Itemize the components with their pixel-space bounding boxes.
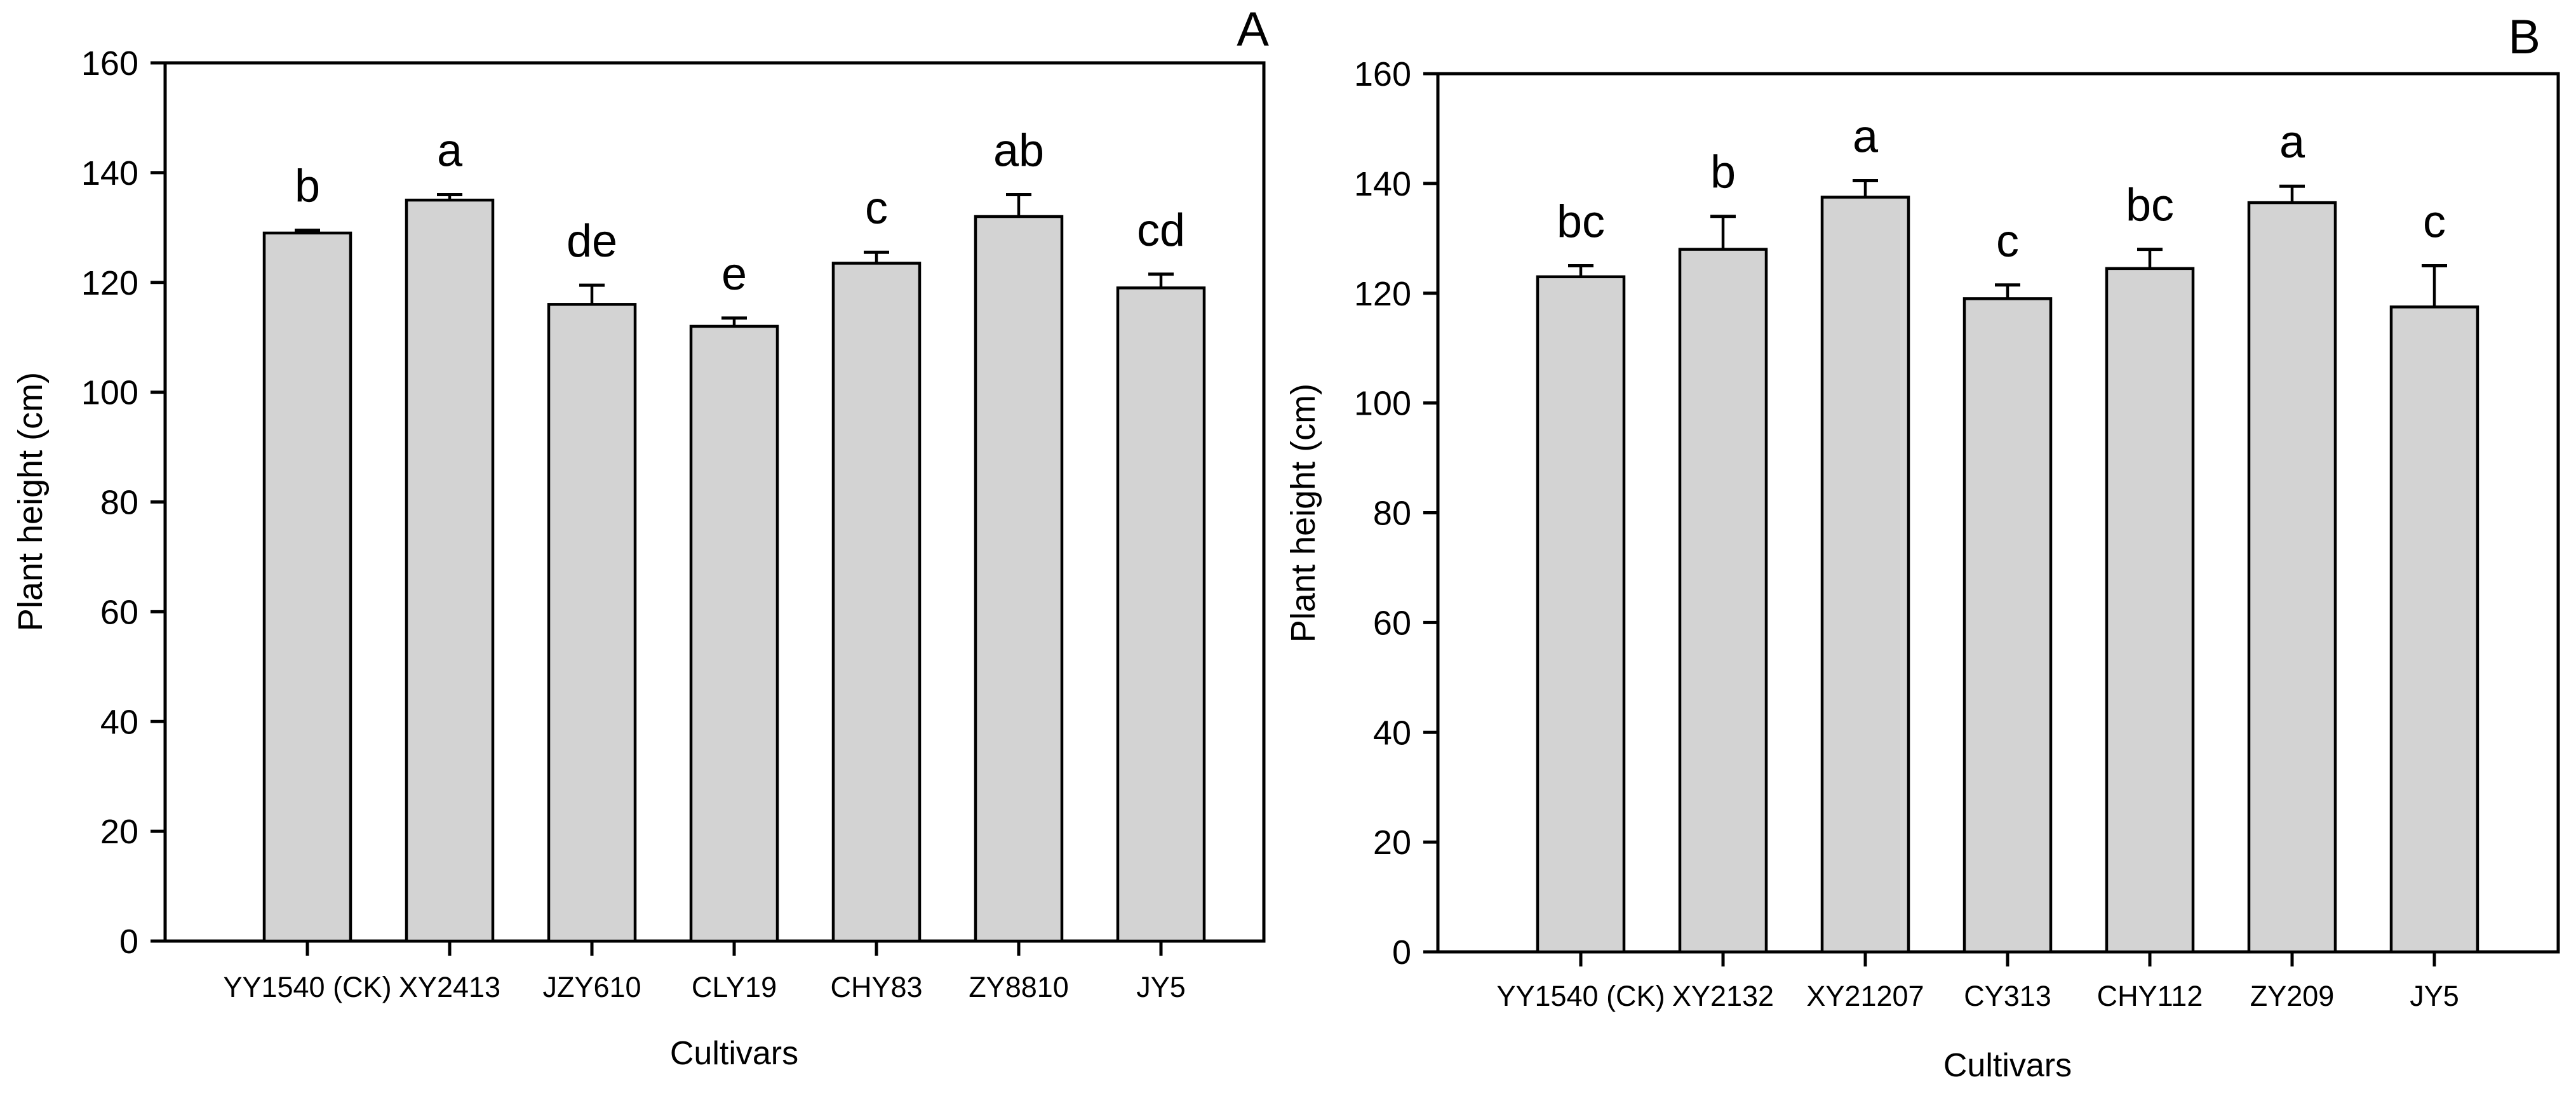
sig-letter: bc (1557, 197, 1605, 248)
y-axis-tick-label: 40 (100, 703, 138, 741)
y-axis-tick-label: 100 (1354, 385, 1411, 423)
sig-letter: a (2279, 117, 2305, 168)
bar (2105, 267, 2195, 954)
bar (1116, 286, 1206, 943)
y-axis-tick-label: 100 (81, 374, 138, 412)
sig-letter: b (295, 161, 320, 212)
x-axis-tick-label: CY313 (1964, 980, 2051, 1012)
sig-letter: c (1996, 216, 2019, 267)
y-axis-tick-label: 0 (119, 923, 138, 961)
y-axis-tick-label: 120 (81, 264, 138, 302)
bar (1678, 248, 1768, 954)
x-axis-tick-label: XY2132 (1672, 980, 1774, 1012)
y-axis-title: Plant height (cm) (11, 372, 50, 631)
x-axis-tick-label: YY1540 (CK) (1496, 980, 1665, 1012)
y-axis-tick-label: 140 (1354, 165, 1411, 203)
y-axis-tick-label: 40 (1373, 714, 1411, 752)
x-axis-tick-label: JY5 (1136, 971, 1186, 1003)
sig-letter: e (721, 249, 747, 300)
y-axis-tick-label: 80 (1373, 495, 1411, 533)
sig-letter: c (865, 183, 888, 234)
bar (2247, 201, 2337, 954)
panel-label: A (1237, 3, 1269, 57)
sig-letter: ab (993, 125, 1044, 176)
y-axis-title: Plant height (cm) (1288, 384, 1322, 643)
bar (262, 231, 352, 943)
sig-letter: a (1853, 112, 1879, 163)
x-axis-tick-label: CHY83 (830, 971, 922, 1003)
bar (689, 324, 779, 943)
bar (547, 303, 637, 943)
bar (831, 262, 922, 943)
x-axis-tick-label: CLY19 (692, 971, 777, 1003)
panel-label: B (2508, 10, 2540, 64)
bar (974, 215, 1064, 943)
bar-chart-panel-b: 0 20 40 60 80 100 120 140 160 bc YY1540 (CK) b XY213… (1284, 10, 2560, 1084)
y-axis-tick-label: 60 (100, 593, 138, 631)
sig-letter: a (437, 125, 463, 176)
bar (405, 198, 495, 943)
sig-letter: de (567, 216, 617, 267)
x-axis-tick-label: YY1540 (CK) (223, 971, 391, 1003)
y-axis-tick-label: 20 (1373, 824, 1411, 862)
x-axis-tick-label: JY5 (2410, 980, 2459, 1012)
bar (1536, 275, 1626, 954)
x-axis-tick-label: ZY8810 (969, 971, 1069, 1003)
x-axis-title: Cultivars (1943, 1047, 2072, 1084)
sig-letter: cd (1137, 205, 1185, 256)
panel-a: 0 20 40 60 80 100 120 140 160 b YY1540 (CK) a XY2413… (0, 0, 1288, 1100)
x-axis-tick-label: ZY209 (2250, 980, 2335, 1012)
x-axis-tick-label: JZY610 (542, 971, 641, 1003)
sig-letter: c (2423, 197, 2446, 248)
bar (1820, 196, 1910, 954)
x-axis-tick-label: XY21207 (1806, 980, 1924, 1012)
bar-chart-panel-a: 0 20 40 60 80 100 120 140 160 b YY1540 (CK) a XY2413… (11, 3, 1269, 1072)
bar (2389, 305, 2479, 954)
y-axis-tick-label: 0 (1392, 933, 1411, 972)
x-axis-tick-label: XY2413 (399, 971, 500, 1003)
panel-b: 0 20 40 60 80 100 120 140 160 bc YY1540 (CK) b XY213… (1284, 0, 2576, 1100)
sig-letter: b (1710, 147, 1736, 198)
x-axis-tick-label: CHY112 (2097, 980, 2203, 1012)
y-axis-tick-label: 160 (81, 44, 138, 83)
y-axis-tick-label: 20 (100, 813, 138, 851)
bar (1962, 297, 2053, 954)
sig-letter: bc (2126, 180, 2174, 231)
y-axis-tick-label: 80 (100, 484, 138, 522)
y-axis-tick-label: 60 (1373, 604, 1411, 642)
y-axis-tick-label: 120 (1354, 275, 1411, 313)
x-axis-title: Cultivars (670, 1035, 798, 1072)
y-axis-tick-label: 140 (81, 154, 138, 192)
y-axis-tick-label: 160 (1354, 55, 1411, 93)
